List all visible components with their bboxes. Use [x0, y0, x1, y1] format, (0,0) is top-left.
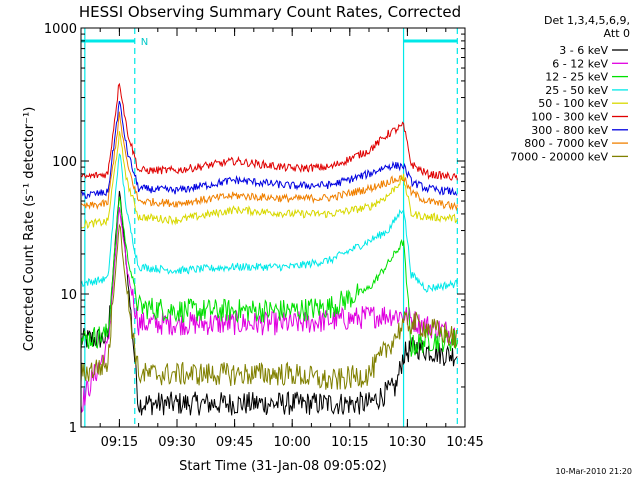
x-tick-label-5: 10:30: [389, 435, 426, 450]
plot-area: N 1 10 100 1000 09:15 09:30 09:45 10:00 10:15 10:3…: [44, 22, 484, 450]
x-axis-label: Start Time (31-Jan-08 09:05:02): [179, 459, 387, 474]
legend-label-0: 3 - 6 keV: [559, 44, 608, 57]
legend-label-4: 50 - 100 keV: [538, 97, 608, 110]
x-tick-label-0: 09:15: [101, 435, 138, 450]
legend-label-8: 7000 - 20000 keV: [510, 150, 608, 163]
x-tick-label-3: 10:00: [273, 435, 310, 450]
x-tick-label-4: 10:15: [331, 435, 368, 450]
series-line-7: [80, 111, 458, 212]
legend-label-5: 100 - 300 keV: [531, 111, 608, 124]
series-line-6: [80, 100, 458, 199]
x-tick-label-6: 10:45: [446, 435, 483, 450]
legend-label-3: 25 - 50 keV: [545, 84, 608, 97]
night-marker-label: N: [141, 37, 148, 48]
legend-label-1: 6 - 12 keV: [552, 57, 608, 70]
footer-date: 10-Mar-2010 21:20: [556, 467, 633, 476]
x-tick-label-2: 09:45: [216, 435, 253, 450]
legend-label-6: 300 - 800 keV: [531, 124, 608, 137]
y-tick-label-1: 10: [60, 288, 77, 303]
series-line-3: [80, 152, 458, 293]
series-line-4: [80, 131, 458, 230]
x-tick-label-1: 09:30: [158, 435, 195, 450]
series-line-8: [80, 223, 458, 390]
y-tick-label-3: 1000: [44, 22, 77, 37]
y-tick-label-2: 100: [52, 155, 77, 170]
legend-label-2: 12 - 25 keV: [545, 71, 608, 84]
series-line-2: [80, 197, 458, 357]
legend-label-7: 800 - 7000 keV: [524, 137, 608, 150]
legend-header-2: Att 0: [604, 27, 630, 40]
chart-title: HESSI Observing Summary Count Rates, Cor…: [79, 3, 461, 21]
y-tick-label-0: 1: [69, 421, 77, 436]
series-line-1: [80, 207, 458, 414]
series-line-0: [80, 190, 458, 416]
legend-header-1: Det 1,3,4,5,6,9,: [544, 14, 630, 27]
y-axis-label: Corrected Count Rate (s⁻¹ detector⁻¹): [22, 107, 37, 352]
series-line-5: [80, 82, 458, 181]
